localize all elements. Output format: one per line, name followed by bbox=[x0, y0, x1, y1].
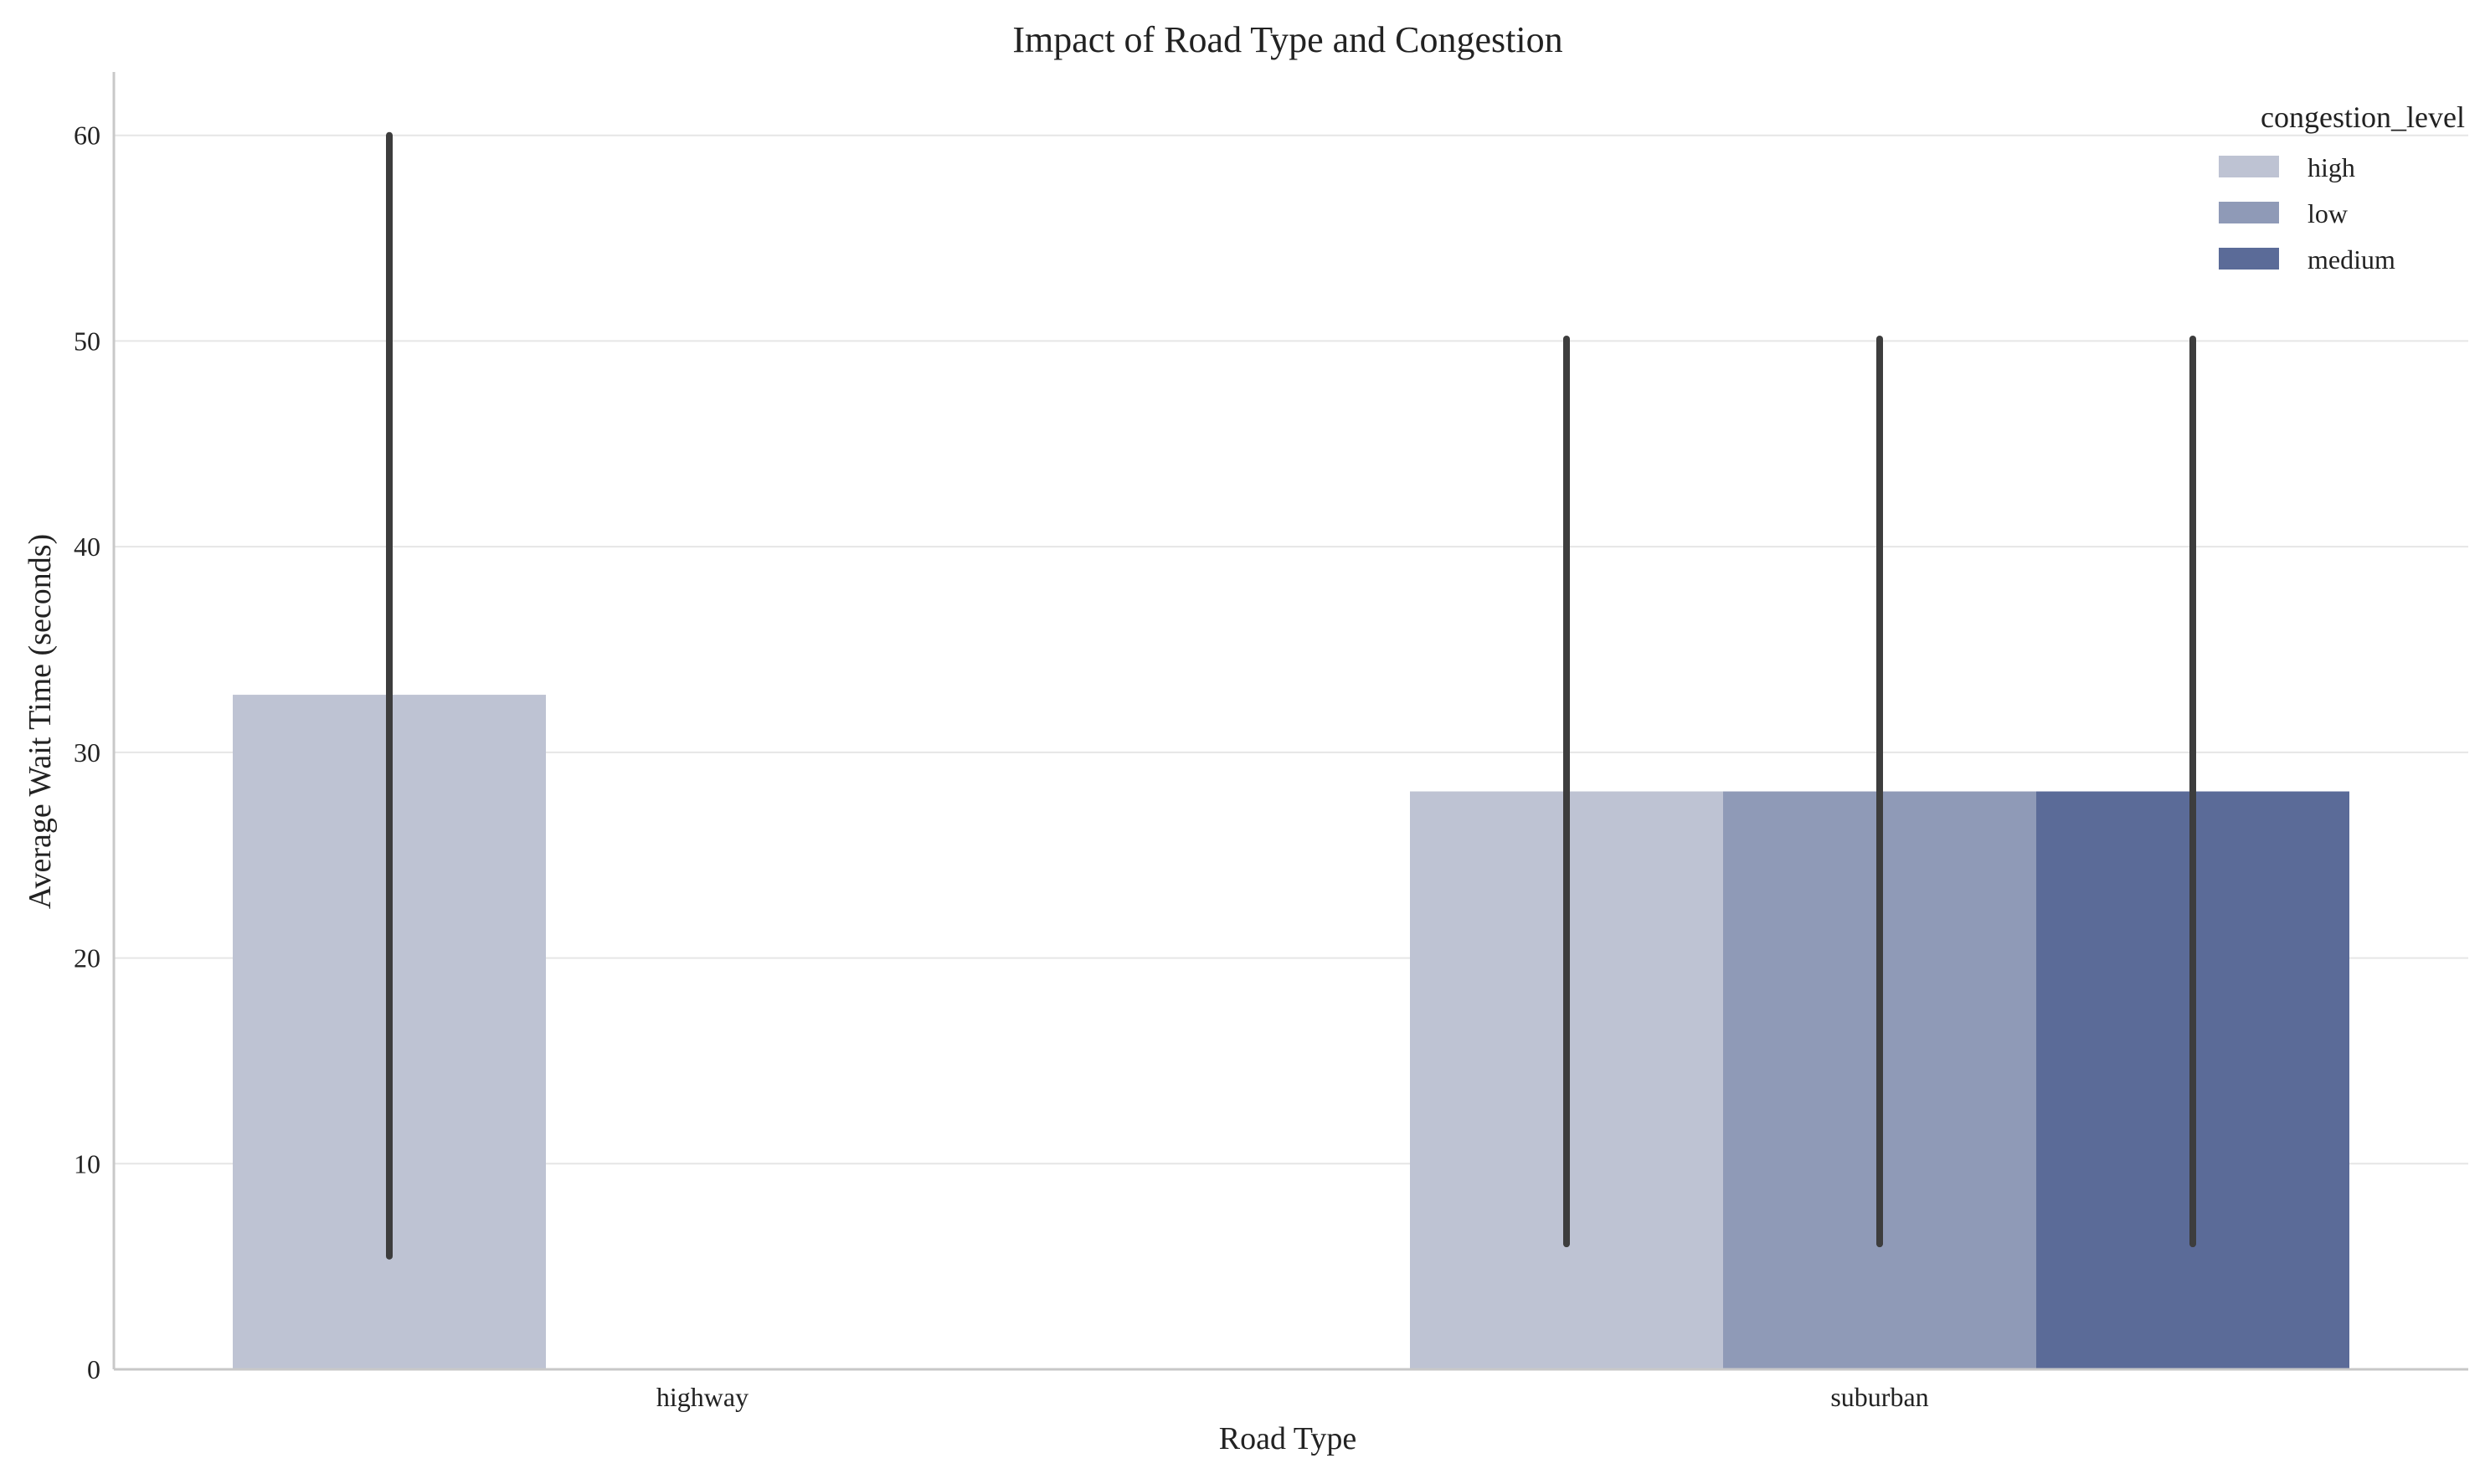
legend-label-high: high bbox=[2308, 152, 2355, 182]
error-bars bbox=[386, 131, 2196, 1260]
legend-label-medium: medium bbox=[2308, 244, 2395, 275]
y-tick-label: 40 bbox=[74, 531, 100, 562]
bars bbox=[233, 695, 2349, 1369]
legend-swatch-low bbox=[2219, 202, 2279, 223]
legend-swatch-medium bbox=[2219, 248, 2279, 270]
y-tick-label: 60 bbox=[74, 121, 100, 151]
y-tick-label: 20 bbox=[74, 943, 100, 973]
legend: congestion_level high low medium bbox=[2219, 100, 2465, 275]
y-tick-label: 30 bbox=[74, 737, 100, 768]
y-axis-label: Average Wait Time (seconds) bbox=[23, 534, 58, 909]
x-tick-labels: highway suburban bbox=[656, 1382, 1929, 1412]
y-tick-labels: 0 10 20 30 40 50 60 bbox=[74, 121, 100, 1384]
y-tick-label: 50 bbox=[74, 326, 100, 356]
legend-label-low: low bbox=[2308, 198, 2348, 229]
x-axis-label: Road Type bbox=[1219, 1421, 1356, 1456]
legend-items: high low medium bbox=[2219, 152, 2395, 275]
x-tick-label: suburban bbox=[1830, 1382, 1928, 1412]
chart-title: Impact of Road Type and Congestion bbox=[1012, 19, 1562, 60]
legend-swatch-high bbox=[2219, 156, 2279, 177]
x-tick-label: highway bbox=[656, 1382, 749, 1412]
legend-title: congestion_level bbox=[2261, 100, 2465, 134]
axes bbox=[112, 72, 2468, 1371]
y-tick-label: 0 bbox=[87, 1354, 100, 1384]
y-tick-label: 10 bbox=[74, 1148, 100, 1178]
